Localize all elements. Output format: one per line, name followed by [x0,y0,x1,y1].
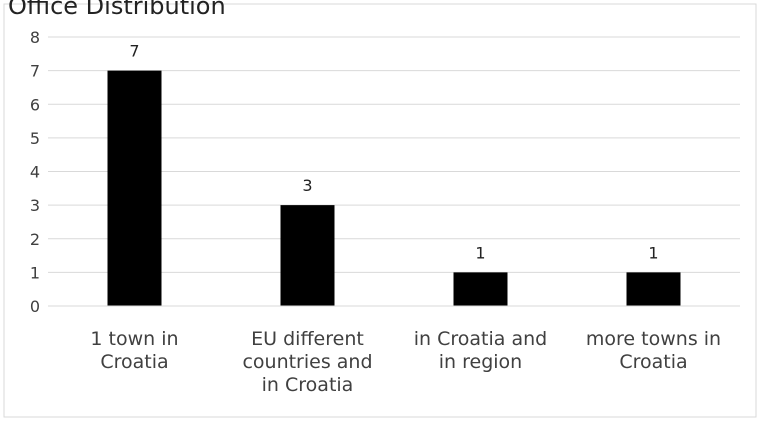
bar [626,272,681,306]
category-label: more towns in [586,328,721,350]
y-tick-label: 7 [30,62,40,81]
category-label: in region [439,351,522,373]
data-label: 1 [648,243,658,262]
data-label: 3 [302,176,312,195]
category-label: Croatia [100,351,168,373]
y-tick-label: 4 [30,163,40,182]
bar [453,272,508,306]
y-tick-label: 6 [30,95,40,114]
y-tick-label: 8 [30,28,40,47]
data-labels: 7 3 1 1 [129,42,658,263]
bar [280,205,335,306]
category-label: in Croatia and [414,328,547,350]
y-tick-label: 1 [30,263,40,282]
y-axis-ticks: 0 1 2 3 4 5 6 7 8 [30,28,40,316]
data-label: 7 [129,42,139,61]
category-label: Croatia [619,351,687,373]
data-label: 1 [475,243,485,262]
bars [107,70,681,306]
category-label: in Croatia [262,374,354,396]
y-tick-label: 3 [30,196,40,215]
category-label: countries and [242,351,372,373]
category-label: 1 town in [90,328,178,350]
chart-title: Office Distribution [8,0,226,20]
y-tick-label: 2 [30,230,40,249]
category-label: EU different [251,328,364,350]
bar [107,70,162,306]
y-tick-label: 5 [30,129,40,148]
gridlines [48,36,740,273]
y-tick-label: 0 [30,297,40,316]
